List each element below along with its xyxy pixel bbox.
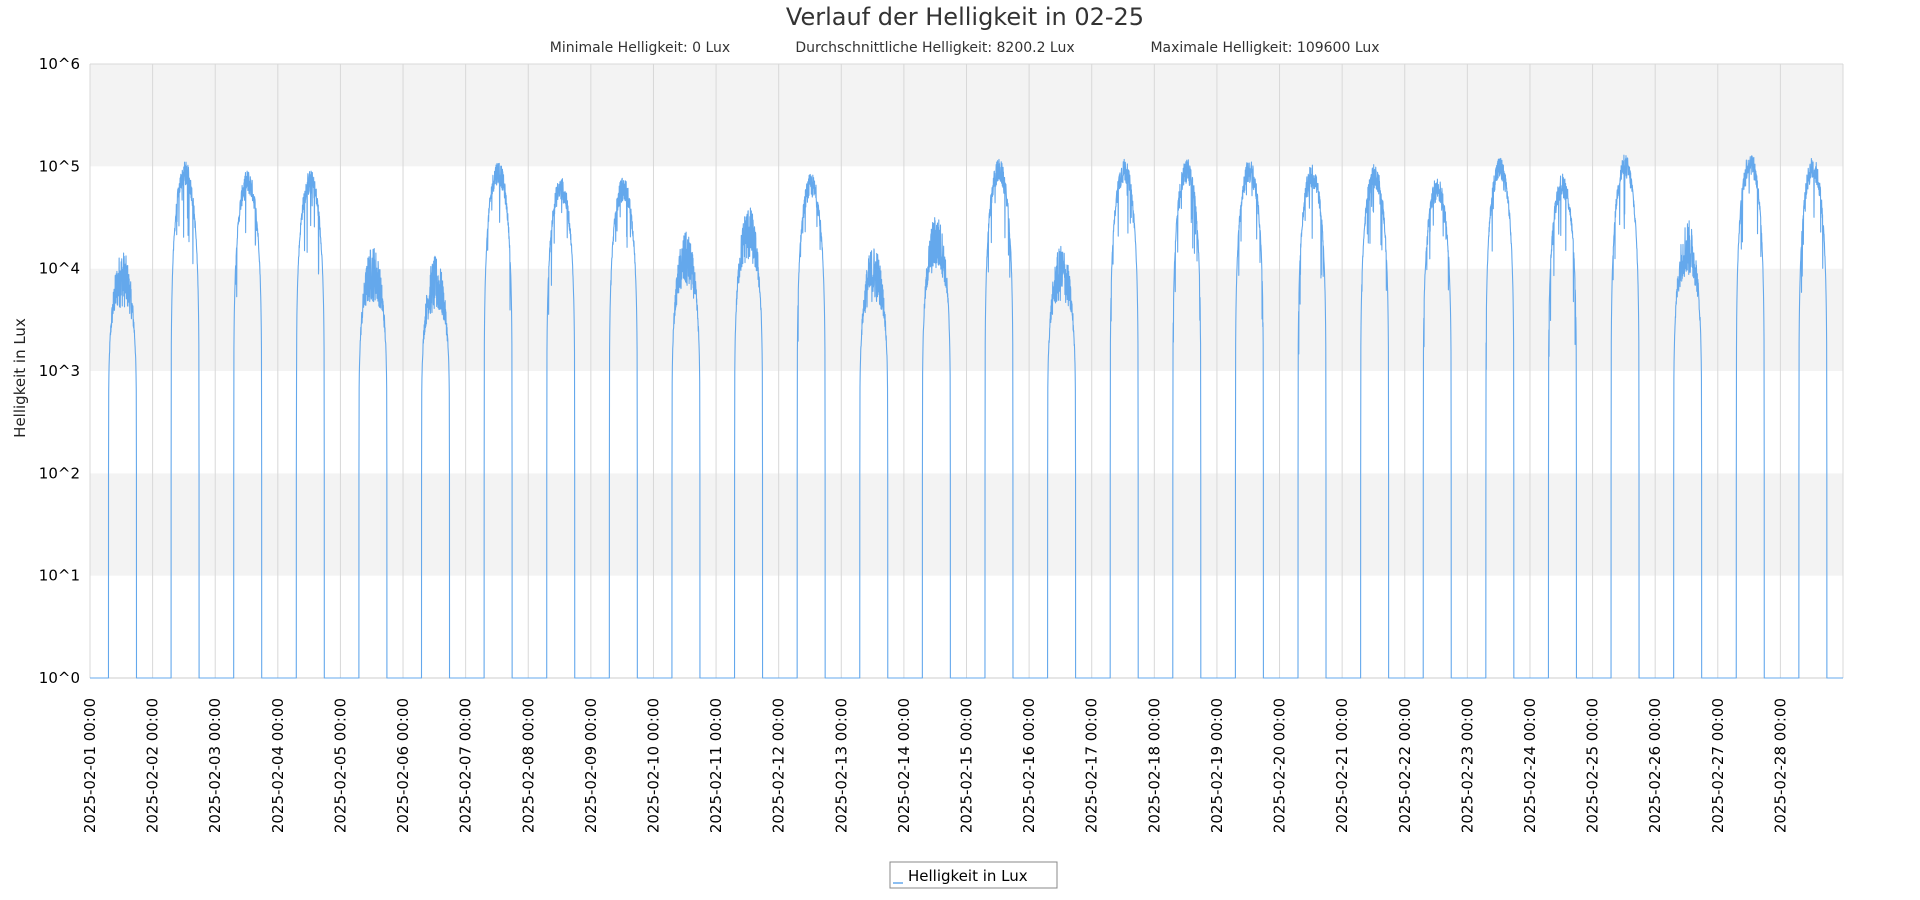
y-tick-label: 10^1	[39, 567, 80, 585]
x-tick-label: 2025-02-20 00:00	[1271, 698, 1289, 833]
x-tick-label: 2025-02-27 00:00	[1709, 698, 1727, 833]
x-tick-label: 2025-02-07 00:00	[457, 698, 475, 833]
x-tick-label: 2025-02-02 00:00	[144, 698, 162, 833]
x-tick-label: 2025-02-25 00:00	[1584, 698, 1602, 833]
y-tick-label: 10^6	[39, 55, 80, 73]
y-tick-label: 10^4	[39, 260, 80, 278]
x-tick-label: 2025-02-12 00:00	[770, 698, 788, 833]
y-tick-label: 10^0	[39, 669, 80, 687]
x-tick-label: 2025-02-14 00:00	[895, 698, 913, 833]
x-tick-label: 2025-02-22 00:00	[1396, 698, 1414, 833]
y-tick-label: 10^5	[39, 157, 80, 175]
subtitle-min: Minimale Helligkeit: 0 Lux	[550, 40, 730, 56]
subtitle-avg: Durchschnittliche Helligkeit: 8200.2 Lux	[795, 40, 1074, 56]
x-tick-label: 2025-02-19 00:00	[1208, 698, 1226, 833]
x-tick-label: 2025-02-10 00:00	[644, 698, 662, 833]
y-tick-label: 10^3	[39, 362, 80, 380]
x-tick-label: 2025-02-05 00:00	[331, 698, 349, 833]
x-tick-label: 2025-02-08 00:00	[519, 698, 537, 833]
x-tick-label: 2025-02-13 00:00	[832, 698, 850, 833]
x-tick-label: 2025-02-26 00:00	[1646, 698, 1664, 833]
x-tick-label: 2025-02-18 00:00	[1145, 698, 1163, 833]
y-axis-label: Helligkeit in Lux	[11, 318, 29, 438]
x-tick-label: 2025-02-01 00:00	[81, 698, 99, 833]
legend: Helligkeit in Lux	[889, 861, 1058, 889]
x-tick-label: 2025-02-04 00:00	[269, 698, 287, 833]
plot-grid	[89, 63, 1844, 679]
x-tick-label: 2025-02-24 00:00	[1521, 698, 1539, 833]
x-tick-label: 2025-02-09 00:00	[582, 698, 600, 833]
y-axis: 10^0 10^1 10^2 10^3 10^4 10^5 10^6	[39, 55, 80, 687]
chart-title: Verlauf der Helligkeit in 02-25	[786, 3, 1144, 31]
legend-label: Helligkeit in Lux	[908, 867, 1028, 885]
y-tick-label: 10^2	[39, 464, 80, 482]
x-tick-label: 2025-02-21 00:00	[1333, 698, 1351, 833]
x-tick-label: 2025-02-15 00:00	[958, 698, 976, 833]
legend-box	[889, 861, 1058, 889]
x-tick-label: 2025-02-03 00:00	[206, 698, 224, 833]
x-axis: 2025-02-01 00:00 2025-02-02 00:00 2025-02-…	[81, 698, 1789, 833]
x-tick-label: 2025-02-06 00:00	[394, 698, 412, 833]
subtitle-max: Maximale Helligkeit: 109600 Lux	[1150, 40, 1379, 56]
series-line-helligkeit	[90, 154, 1843, 679]
x-tick-label: 2025-02-11 00:00	[707, 698, 725, 833]
x-tick-label: 2025-02-17 00:00	[1083, 698, 1101, 833]
x-tick-label: 2025-02-28 00:00	[1771, 698, 1789, 833]
series-area	[90, 154, 1843, 679]
x-tick-label: 2025-02-23 00:00	[1458, 698, 1476, 833]
x-tick-label: 2025-02-16 00:00	[1020, 698, 1038, 833]
